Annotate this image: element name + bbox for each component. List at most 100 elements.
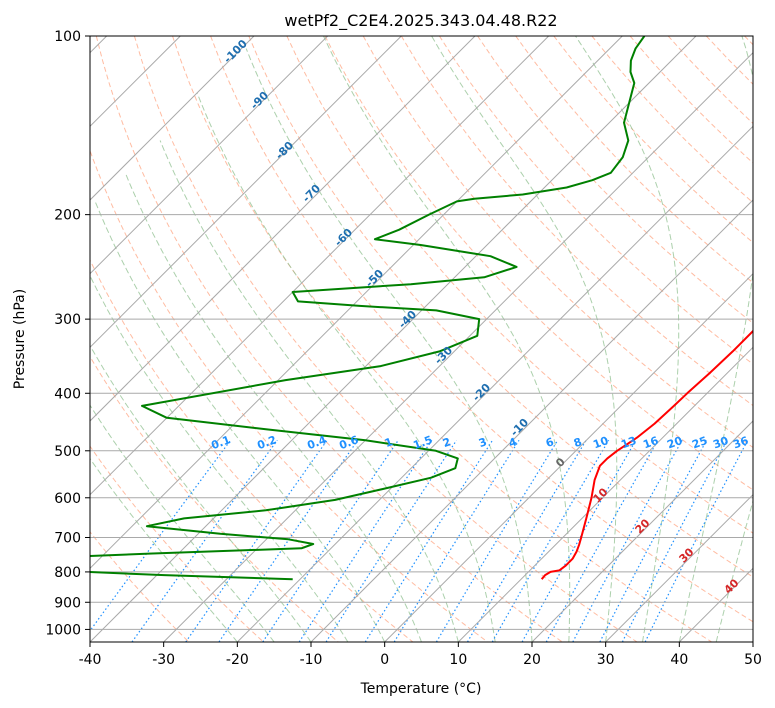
mixing-ratio-line	[325, 439, 458, 642]
mixing-ratio-line	[521, 439, 637, 642]
mixing-ratio-line	[545, 439, 659, 642]
dry-adiabat-line	[744, 36, 753, 46]
mixing-ratio-label: 30	[711, 434, 730, 452]
mixing-ratio-label: 6	[544, 435, 556, 450]
isotherm-line	[678, 567, 753, 642]
moist-adiabat-line	[124, 172, 422, 642]
dry-adiabat-line	[248, 36, 753, 578]
moist-adiabat-label: 20	[633, 516, 653, 536]
dry-adiabat-label: -80	[273, 139, 296, 162]
mixing-ratio-line	[491, 439, 610, 642]
x-tick-label: -20	[226, 652, 249, 668]
isotherm-line	[752, 641, 753, 642]
isotherm-line	[236, 125, 753, 642]
x-axis: -40 -30 -20 -10 0 10 20 30 40 50	[79, 642, 762, 668]
y-tick-label: 600	[54, 491, 81, 507]
x-tick-label: 40	[670, 652, 688, 668]
mixing-ratio-line	[644, 440, 749, 642]
dry-adiabat-line	[90, 149, 488, 642]
moist-adiabat-line	[245, 48, 533, 642]
plot-frame	[89, 35, 754, 643]
dewpoint-line	[90, 36, 646, 581]
dry-adiabat-line	[438, 36, 753, 365]
x-tick-label: 0	[380, 652, 389, 668]
mixing-ratio-line	[599, 440, 708, 642]
isotherm-line	[90, 36, 550, 496]
moist-adiabat-line	[678, 36, 753, 642]
isotherm-line	[310, 199, 753, 642]
line-labels: -100-90-80-70-60-50-40-30-20-100.1 0.2 0.4…	[209, 37, 750, 597]
mixing-ratio-line	[364, 439, 494, 642]
isotherm-line	[531, 420, 753, 642]
mixing-ratio-label: 3	[477, 435, 489, 450]
mixing-ratio-label: 4	[507, 435, 519, 450]
mixing-ratio-line	[218, 439, 359, 642]
y-tick-label: 900	[54, 595, 81, 611]
isotherm-line	[90, 36, 697, 642]
moist-adiabat-label: 30	[677, 545, 697, 565]
mixing-ratio-label: 36	[731, 434, 750, 452]
isotherm-line	[457, 346, 753, 642]
dry-adiabat-label: -70	[300, 182, 323, 205]
moist-adiabat-label: 0	[553, 455, 568, 470]
y-tick-label: 700	[54, 531, 81, 547]
moist-adiabat-label: 40	[722, 576, 742, 596]
x-tick-label: -30	[152, 652, 175, 668]
mixing-ratio-label: 8	[572, 435, 584, 450]
mixing-ratio-label: 20	[665, 434, 684, 452]
x-axis-label: Temperature (°C)	[360, 681, 482, 697]
dry-adiabat-line	[286, 36, 753, 534]
y-axis-label: Pressure (hPa)	[12, 289, 28, 389]
mixing-ratio-label: 0.2	[255, 433, 278, 452]
isotherm-line	[90, 36, 402, 349]
isotherm-line	[90, 36, 329, 275]
y-tick-label: 400	[54, 386, 81, 402]
mixing-ratio-line	[572, 440, 683, 642]
moist-adiabat-line	[431, 36, 618, 642]
mixing-ratio-line	[262, 439, 399, 642]
pressure-gridlines	[90, 36, 753, 630]
mixing-ratio-label: 1	[383, 435, 395, 450]
moist-adiabat-line	[159, 140, 459, 642]
mixing-ratio-label: 0.4	[305, 433, 328, 452]
dry-adiabat-line	[95, 36, 563, 642]
y-tick-label: 1000	[45, 622, 81, 638]
y-tick-label: 800	[54, 565, 81, 581]
x-tick-label: 10	[449, 652, 467, 668]
x-tick-label: 50	[744, 652, 762, 668]
moist-adiabat-line	[90, 274, 349, 642]
dry-adiabat-label: -100	[221, 37, 250, 66]
moist-adiabat-line	[323, 36, 571, 642]
mixing-ratio-line	[298, 439, 433, 642]
profile-series	[90, 36, 753, 581]
mixing-ratio-label: 0.6	[337, 433, 360, 452]
mixing-ratio-label: 25	[690, 434, 709, 451]
isotherm-line	[90, 36, 623, 570]
dry-adiabat-line	[90, 445, 264, 642]
isotherm-line	[605, 493, 753, 642]
mixing-ratio-label: 10	[591, 434, 610, 452]
dry-adiabat-line	[172, 36, 712, 642]
mixing-ratio-label: 16	[641, 434, 660, 452]
mixing-ratio-line	[435, 439, 559, 642]
y-tick-label: 100	[54, 29, 81, 45]
dry-adiabat-line	[400, 36, 753, 407]
dry-adiabat-line	[705, 36, 753, 85]
background-lines	[90, 36, 753, 642]
mixing-ratio-line	[466, 439, 587, 642]
y-tick-label: 200	[54, 208, 81, 224]
x-tick-label: 30	[597, 652, 615, 668]
temperature-line	[540, 329, 753, 580]
mixing-ratio-line	[90, 439, 232, 632]
dry-adiabat-line	[553, 36, 753, 244]
mixing-ratio-line	[185, 439, 328, 642]
dry-adiabat-line	[210, 36, 753, 623]
chart-title: wetPf2_C2E4.2025.343.04.48.R22	[284, 11, 557, 31]
dry-adiabat-label: -90	[248, 89, 271, 112]
isotherm-line	[163, 51, 753, 642]
dry-adiabat-line	[90, 531, 190, 642]
mixing-ratio-label: 1.5	[411, 433, 434, 452]
moist-adiabat-line	[575, 36, 680, 642]
y-axis: 100 200 300 400 500 600 700 800 900 1000	[45, 29, 90, 638]
dry-adiabat-line	[477, 36, 753, 324]
